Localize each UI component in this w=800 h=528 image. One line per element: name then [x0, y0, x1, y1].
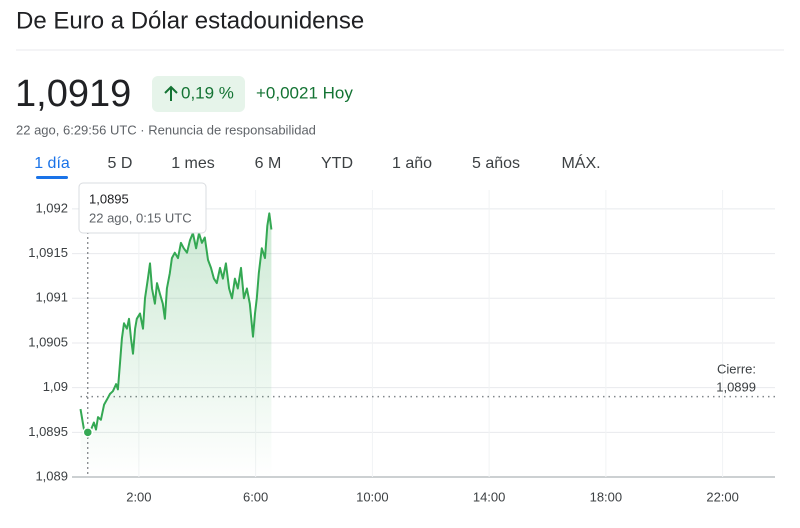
title: De Euro a Dólar estadounidense: [16, 7, 364, 34]
x-tick-label: 14:00: [473, 489, 506, 504]
change-pct: 0,19 %: [181, 83, 234, 102]
tab[interactable]: 6 M: [255, 155, 282, 172]
price-line: [79, 212, 273, 438]
plot: 1,089 1,0895 1,09 1,0905 1,091 1,0915 1,092 2:0…: [28, 182, 775, 504]
reference-label: Cierre:: [717, 361, 756, 376]
tooltip-box: [78, 182, 207, 234]
change-abs: +0,0021 Hoy: [256, 83, 353, 102]
up-arrow: [164, 85, 178, 101]
y-tick-label: 1,0915: [28, 245, 68, 260]
tab[interactable]: 1 mes: [171, 155, 215, 172]
y-tick-label: 1,09: [43, 379, 68, 394]
timestamp: 22 ago, 6:29:56 UTC · Renuncia de respon…: [16, 122, 316, 137]
area-fill: [80, 213, 272, 477]
tab[interactable]: 5 años: [472, 155, 520, 172]
x-tick-label: 22:00: [706, 489, 739, 504]
y-tick-label: 1,092: [35, 200, 68, 215]
y-tick-label: 1,0905: [28, 334, 68, 349]
tab[interactable]: 5 D: [108, 155, 133, 172]
y-tick-label: 1,089: [35, 468, 68, 483]
tabs: 1 día 5 D 1 mes 6 M YTD 1 año 5 años MÁX.: [34, 153, 601, 179]
tab[interactable]: YTD: [321, 155, 353, 172]
tab-underline: [36, 176, 68, 179]
tooltip-value: 1,0895: [89, 191, 129, 206]
price: 1,0919: [15, 73, 131, 115]
tab[interactable]: MÁX.: [561, 153, 600, 172]
x-tick-label: 6:00: [243, 489, 268, 504]
x-tick-label: 18:00: [590, 489, 623, 504]
y-tick-label: 1,091: [35, 290, 68, 305]
tooltip-time: 22 ago, 0:15 UTC: [89, 210, 192, 225]
hover-dot: [82, 427, 94, 438]
reference-value: 1,0899: [716, 379, 756, 394]
change-badge: [152, 76, 245, 112]
tab[interactable]: 1 año: [392, 155, 432, 172]
x-tick-label: 10:00: [356, 489, 389, 504]
tab[interactable]: 1 día: [34, 155, 70, 172]
x-tick-label: 2:00: [126, 489, 151, 504]
y-tick-label: 1,0895: [28, 424, 68, 439]
